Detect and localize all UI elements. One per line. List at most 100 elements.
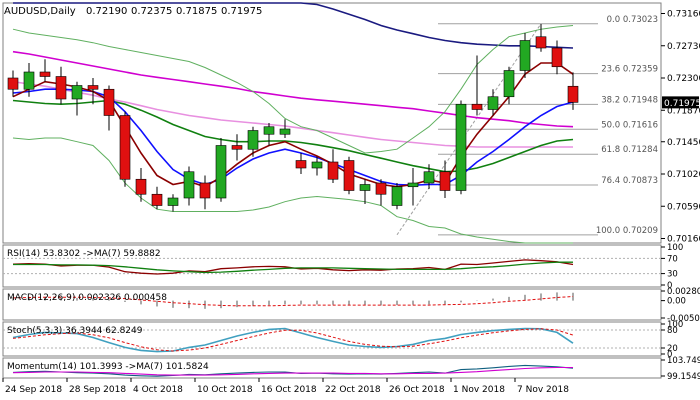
candle-body [311, 161, 323, 169]
candle-body [71, 85, 83, 100]
y-tick-label: 0.002809 [667, 287, 700, 297]
y-tick-label: 70 [667, 254, 678, 264]
macd-signal-line [12, 296, 574, 307]
fib-level-label: 100.0 0.70209 [596, 226, 658, 236]
candle-body [279, 128, 291, 135]
y-tick-label: 99.1549 [667, 372, 700, 382]
candle-body [263, 126, 275, 135]
moving-average-line [13, 2, 574, 49]
fib-trend-line [396, 23, 542, 236]
y-tick-label: 0 [667, 281, 672, 291]
candle-body [295, 160, 307, 169]
panel-frame-1 [2, 244, 662, 288]
panel-frame-0 [2, 2, 662, 244]
x-tick-label: 24 Sep 2018 [5, 385, 62, 395]
candle-body [103, 88, 115, 116]
fib-level-label: 50.0 0.71616 [601, 120, 658, 130]
candle-body [375, 182, 387, 195]
indicator-title: RSI(14) 53.8302 ->MA(7) 59.8882 [7, 249, 161, 259]
y-tick-label: 0.00 [667, 297, 686, 307]
candle-body [439, 171, 451, 191]
x-tick-label: 1 Nov 2018 [453, 385, 505, 395]
candle-body [167, 197, 179, 206]
panel-frame-3 [2, 321, 662, 357]
indicator-title: Stoch(5,3,3) 36.3944 62.8249 [7, 326, 143, 336]
candle-body [551, 47, 563, 68]
panel-frame-2 [2, 288, 662, 321]
y-tick-label: 80 [667, 326, 678, 336]
y-tick-label: 20 [667, 344, 678, 354]
x-tick-label: 22 Oct 2018 [325, 385, 381, 395]
x-tick-label: 4 Oct 2018 [133, 385, 183, 395]
candle-body [87, 85, 99, 90]
low-value: 0.71875 [176, 6, 217, 17]
panel-frame-4 [2, 357, 662, 379]
candle-body [487, 96, 499, 110]
y-tick-label: 30 [667, 270, 678, 280]
fib-level-label: 23.6 0.72359 [601, 65, 658, 75]
candle-body [503, 70, 515, 98]
candle-body [119, 115, 131, 180]
moving-average-line [12, 137, 573, 244]
candle-body [535, 36, 547, 49]
symbol-label: AUDUSD,Daily [4, 6, 76, 17]
indicator-title: MACD(12,26,9) 0.002326 0.000458 [7, 293, 167, 303]
candle-body [391, 186, 403, 206]
moving-average-line [12, 50, 574, 128]
candle-body [7, 77, 19, 90]
candle-body [247, 130, 259, 150]
candle-body [231, 145, 243, 150]
candle-body [215, 145, 227, 199]
fib-level-label: 61.8 0.71284 [601, 145, 658, 155]
y-tick-label: 100 [667, 243, 683, 253]
stoch-line [12, 327, 574, 353]
rsi-line [13, 261, 573, 274]
candle-body [455, 103, 467, 191]
candle-body [567, 85, 579, 103]
candle-body [471, 103, 483, 110]
candle-body [135, 178, 147, 195]
x-tick-label: 28 Sep 2018 [69, 385, 126, 395]
candle-body [199, 182, 211, 199]
candle-body [55, 76, 67, 100]
y-tick-label: -0.005069 [667, 314, 700, 324]
candle-body [423, 171, 435, 184]
candle-body [519, 40, 531, 71]
close-value: 0.71975 [221, 6, 262, 17]
x-tick-label: 26 Oct 2018 [389, 385, 445, 395]
momentum-line [12, 366, 573, 376]
y-tick-label: 100 [667, 320, 683, 330]
candle-body [327, 161, 339, 180]
y-tick-label: 0 [667, 350, 672, 360]
candle-body [151, 193, 163, 206]
candle-body [183, 171, 195, 199]
current-price-box [662, 96, 699, 109]
x-tick-label: 10 Oct 2018 [197, 385, 253, 395]
y-tick-label: 103.7494 [667, 356, 700, 366]
x-tick-label: 7 Nov 2018 [517, 385, 569, 395]
x-tick-label: 16 Oct 2018 [261, 385, 317, 395]
open-value: 0.72190 [86, 6, 127, 17]
candle-body [407, 182, 419, 188]
fib-level-label: 0.0 0.73023 [607, 15, 658, 25]
high-value: 0.72375 [131, 6, 172, 17]
candle-body [343, 160, 355, 191]
candle-body [39, 71, 51, 77]
fib-level-label: 76.4 0.70873 [601, 176, 658, 186]
candle-body [359, 184, 371, 191]
current-price-label: 0.71975 [664, 99, 700, 109]
moving-average-line [12, 25, 574, 154]
candle-body [23, 71, 35, 90]
indicator-title: Momentum(14) 101.3993 ->MA(7) 101.5824 [7, 362, 209, 372]
fib-level-label: 38.2 0.71948 [601, 95, 658, 105]
